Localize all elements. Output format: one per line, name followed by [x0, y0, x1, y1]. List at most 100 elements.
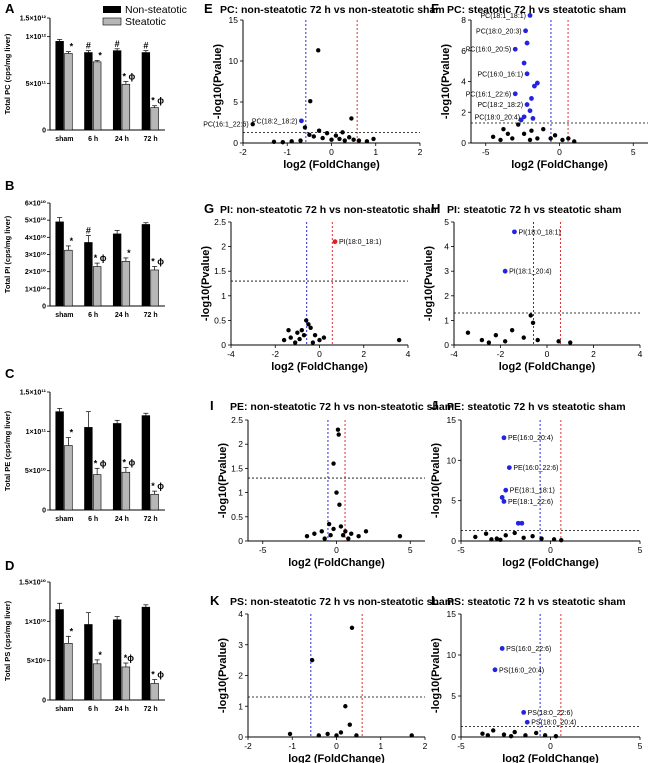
data-point-down [530, 116, 536, 121]
data-point [325, 731, 330, 737]
x-tick-label: -4 [450, 349, 458, 359]
data-point [298, 138, 303, 143]
data-point [502, 339, 508, 344]
data-point [331, 526, 336, 532]
point-label: PI(18:0_18:1) [518, 229, 560, 236]
panel-title: PE: non-steatotic 72 h vs non-steatotic … [230, 401, 454, 413]
data-point-down [501, 435, 507, 441]
bar-6h-steatotic [92, 474, 102, 511]
data-point [322, 536, 327, 541]
data-point [337, 136, 342, 142]
data-point-down [515, 520, 521, 526]
data-point [551, 537, 557, 542]
data-point [516, 122, 521, 127]
bar-sham-steatotic [64, 643, 73, 701]
x-tick-label: 24 h [115, 312, 129, 319]
data-point-down [524, 102, 530, 107]
data-point [363, 529, 369, 534]
data-point [302, 125, 308, 130]
significance-mark: * ϕ [94, 458, 107, 468]
point-label: PC(18:0_20:4) [475, 114, 521, 121]
data-point [530, 533, 535, 539]
bar-24h-non-steatotic [112, 423, 122, 511]
y-tick-label: 15 [447, 609, 457, 619]
data-point [349, 531, 354, 536]
bar-24h-non-steatotic [112, 50, 122, 131]
panel-letter: A [5, 1, 15, 16]
data-point [250, 121, 255, 127]
y-tick-label: 0.5 [231, 512, 243, 522]
data-point [316, 48, 321, 53]
data-point [308, 325, 313, 330]
bar-sham-non-steatotic [55, 609, 64, 701]
x-tick-label: 72 h [144, 136, 158, 143]
bar-6h-non-steatotic [84, 52, 93, 131]
data-point [523, 733, 528, 738]
significance-mark: * [98, 650, 102, 660]
legend-swatch-nonsteatotic [103, 6, 121, 13]
x-tick-label: 0 [545, 349, 550, 359]
data-point-down [506, 465, 512, 470]
data-point-down [503, 487, 509, 493]
y-axis-label: -log10(Pvalue) [217, 638, 229, 714]
y-tick-label: 5 [451, 496, 456, 506]
data-point [329, 137, 334, 142]
x-axis-label: log2 (FoldChange) [288, 753, 385, 763]
y-tick-label: 15 [229, 15, 239, 25]
panel-letter: H [431, 201, 440, 216]
x-tick-label: 24 h [115, 706, 129, 713]
volcano-panel-k: K PS: non-steatotic 72 h vs non-steatotic… [210, 593, 454, 763]
bar-72h-steatotic [150, 683, 159, 701]
point-label: PC(16:1_22:6) [466, 91, 512, 98]
significance-mark: * ϕ [94, 253, 107, 263]
y-tick-label: 2 [221, 242, 226, 252]
data-point [320, 135, 325, 141]
y-tick-label: 0 [42, 508, 46, 515]
data-point [533, 730, 539, 736]
y-tick-label: 4 [238, 609, 243, 619]
data-point [356, 533, 361, 539]
bar-chart-panel-c: C 0 5×10¹⁰ 1×10¹¹ 1.5×10¹¹ Total PE (cps/mg l… [3, 366, 165, 523]
y-tick-label: 5 [233, 97, 238, 107]
data-point-down [529, 96, 534, 101]
x-axis-label: log2 (FoldChange) [288, 557, 385, 569]
y-tick-label: 3 [238, 640, 243, 650]
y-tick-label: 5×10⁹ [27, 658, 46, 665]
data-point [343, 704, 348, 709]
data-point [530, 320, 536, 326]
data-point [308, 98, 313, 104]
x-tick-label: 0 [334, 741, 339, 751]
y-axis-label: Total PC (cps/mg liver) [3, 33, 12, 114]
data-point [333, 133, 339, 138]
data-point [331, 461, 336, 466]
data-point-down [532, 83, 537, 89]
legend-label-nonsteatotic: Non-steatotic [125, 4, 187, 16]
data-point [501, 732, 507, 737]
legend-label-steatotic: Steatotic [125, 16, 166, 28]
data-point-down [524, 71, 530, 77]
data-point-down [499, 646, 505, 651]
data-point [299, 328, 304, 333]
panel-letter: B [5, 178, 14, 193]
y-tick-label: 1.5×10¹¹ [20, 390, 47, 397]
data-point [328, 532, 333, 538]
bar-72h-non-steatotic [141, 415, 151, 511]
x-tick-label: -5 [259, 545, 267, 555]
data-point-down [518, 117, 524, 123]
data-point [479, 337, 485, 343]
data-point [346, 536, 351, 541]
y-axis-label: -log10(Pvalue) [212, 44, 224, 120]
y-tick-label: 1.5×10¹⁰ [19, 579, 46, 587]
data-point [397, 533, 403, 539]
data-point [307, 132, 312, 137]
data-point [559, 537, 564, 543]
y-axis-label: -log10(Pvalue) [430, 638, 442, 714]
data-point [311, 134, 316, 139]
x-tick-label: 0 [334, 545, 339, 555]
data-point [572, 139, 577, 144]
data-point [349, 625, 355, 631]
data-point [566, 136, 571, 141]
y-tick-label: 0 [238, 732, 243, 742]
significance-mark: * [70, 236, 74, 246]
legend: Non-steatotic Steatotic [102, 4, 187, 28]
